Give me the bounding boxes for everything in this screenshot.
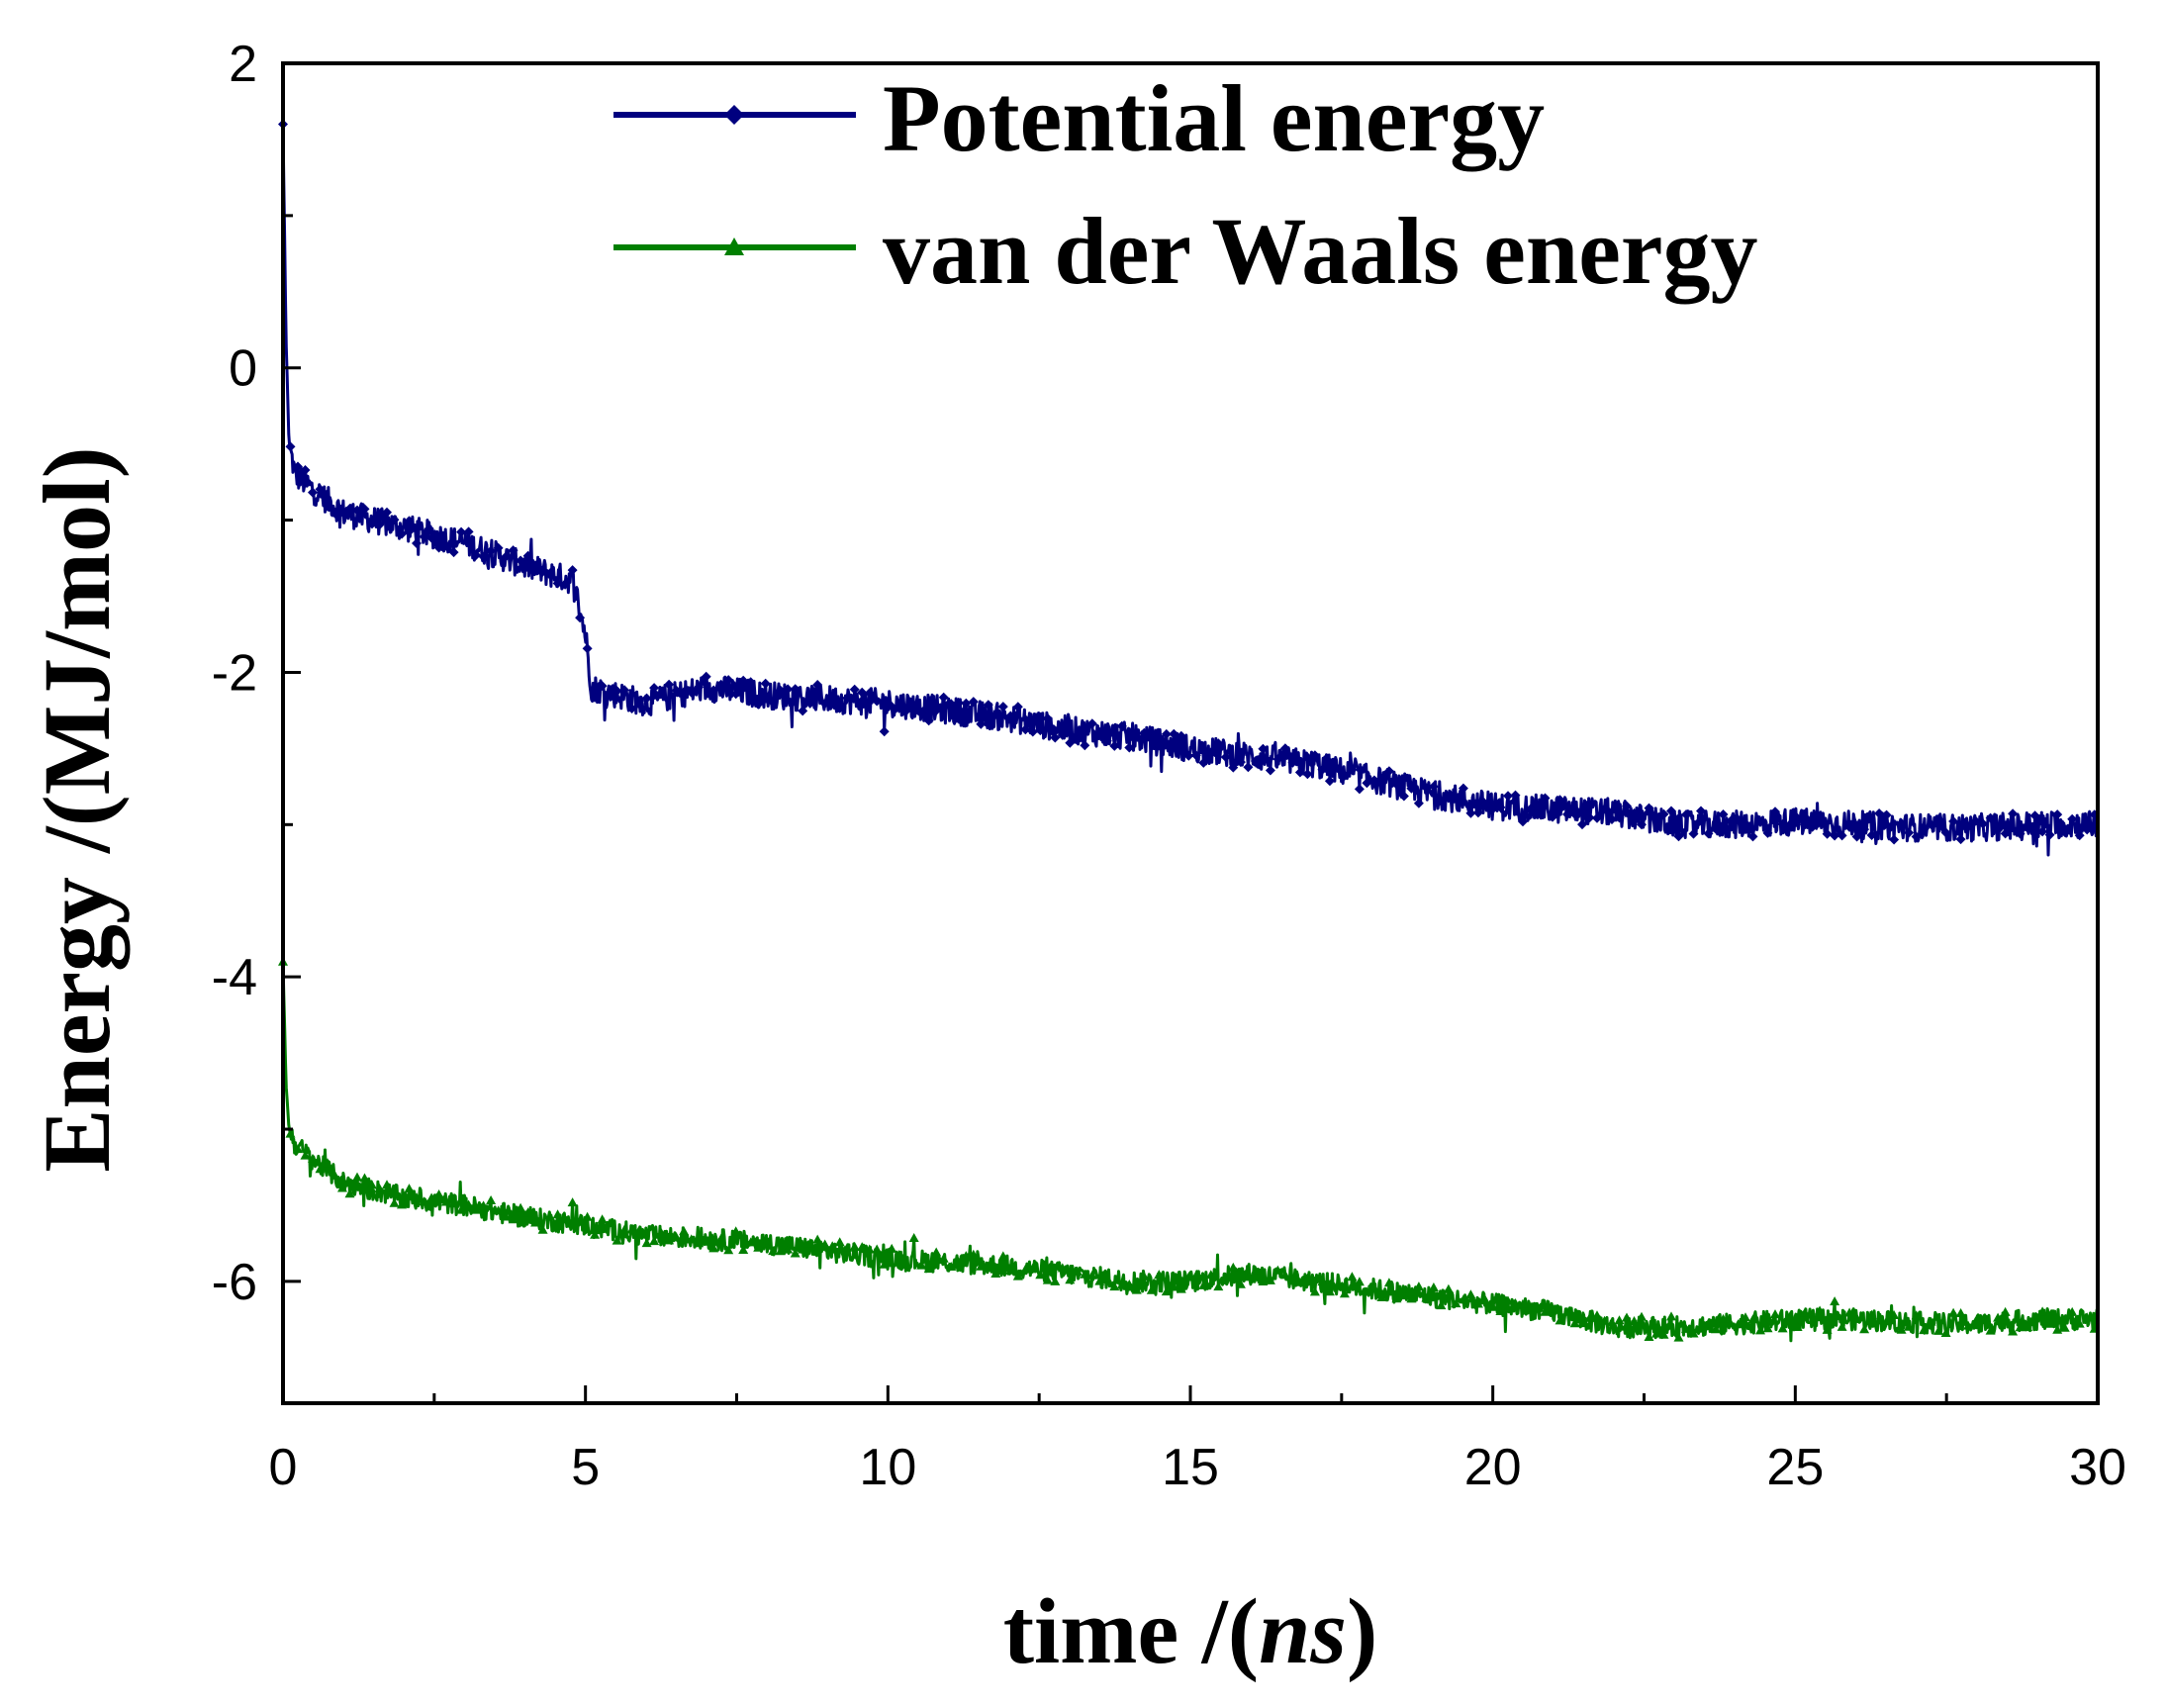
x-tick-label: 30: [2069, 1439, 2126, 1496]
x-tick-label: 10: [859, 1439, 916, 1496]
x-tick-label: 5: [571, 1439, 600, 1496]
legend-entry-van-der-waals-energy: van der Waals energy: [613, 198, 1757, 304]
y-tick-label: 0: [229, 340, 257, 398]
legend-marker-diamond-icon: [724, 105, 744, 125]
series-line-van-der-waals-energy: [281, 961, 2100, 1343]
x-axis-title-suffix: ): [1347, 1580, 1377, 1683]
x-axis-title-unit: ns: [1259, 1580, 1347, 1683]
x-axis-title: time /(ns): [1003, 1580, 1378, 1683]
y-tick-label: 2: [229, 36, 257, 93]
x-tick-label: 0: [269, 1439, 298, 1496]
y-axis-title: Energy /(MJ/mol): [24, 446, 130, 1172]
x-tick-label: 15: [1162, 1439, 1219, 1496]
x-tick-label: 20: [1464, 1439, 1522, 1496]
series-layer: [278, 119, 2100, 1343]
series-line-potential-energy: [281, 124, 2100, 857]
y-tick-label: -4: [212, 949, 257, 1006]
x-tick-label: 25: [1766, 1439, 1824, 1496]
plot-frame: [281, 61, 2100, 1405]
legend-marker-triangle-icon: [724, 237, 744, 255]
legend-label-potential-energy: Potential energy: [883, 65, 1545, 171]
y-tick-label: -6: [212, 1254, 257, 1311]
legend-entry-potential-energy: Potential energy: [613, 65, 1545, 171]
legend-label-van-der-waals-energy: van der Waals energy: [883, 198, 1757, 304]
legend: Potential energy van der Waals energy: [613, 65, 1757, 304]
x-axis-title-prefix: time /(: [1003, 1580, 1259, 1683]
y-tick-label: -2: [212, 644, 257, 702]
